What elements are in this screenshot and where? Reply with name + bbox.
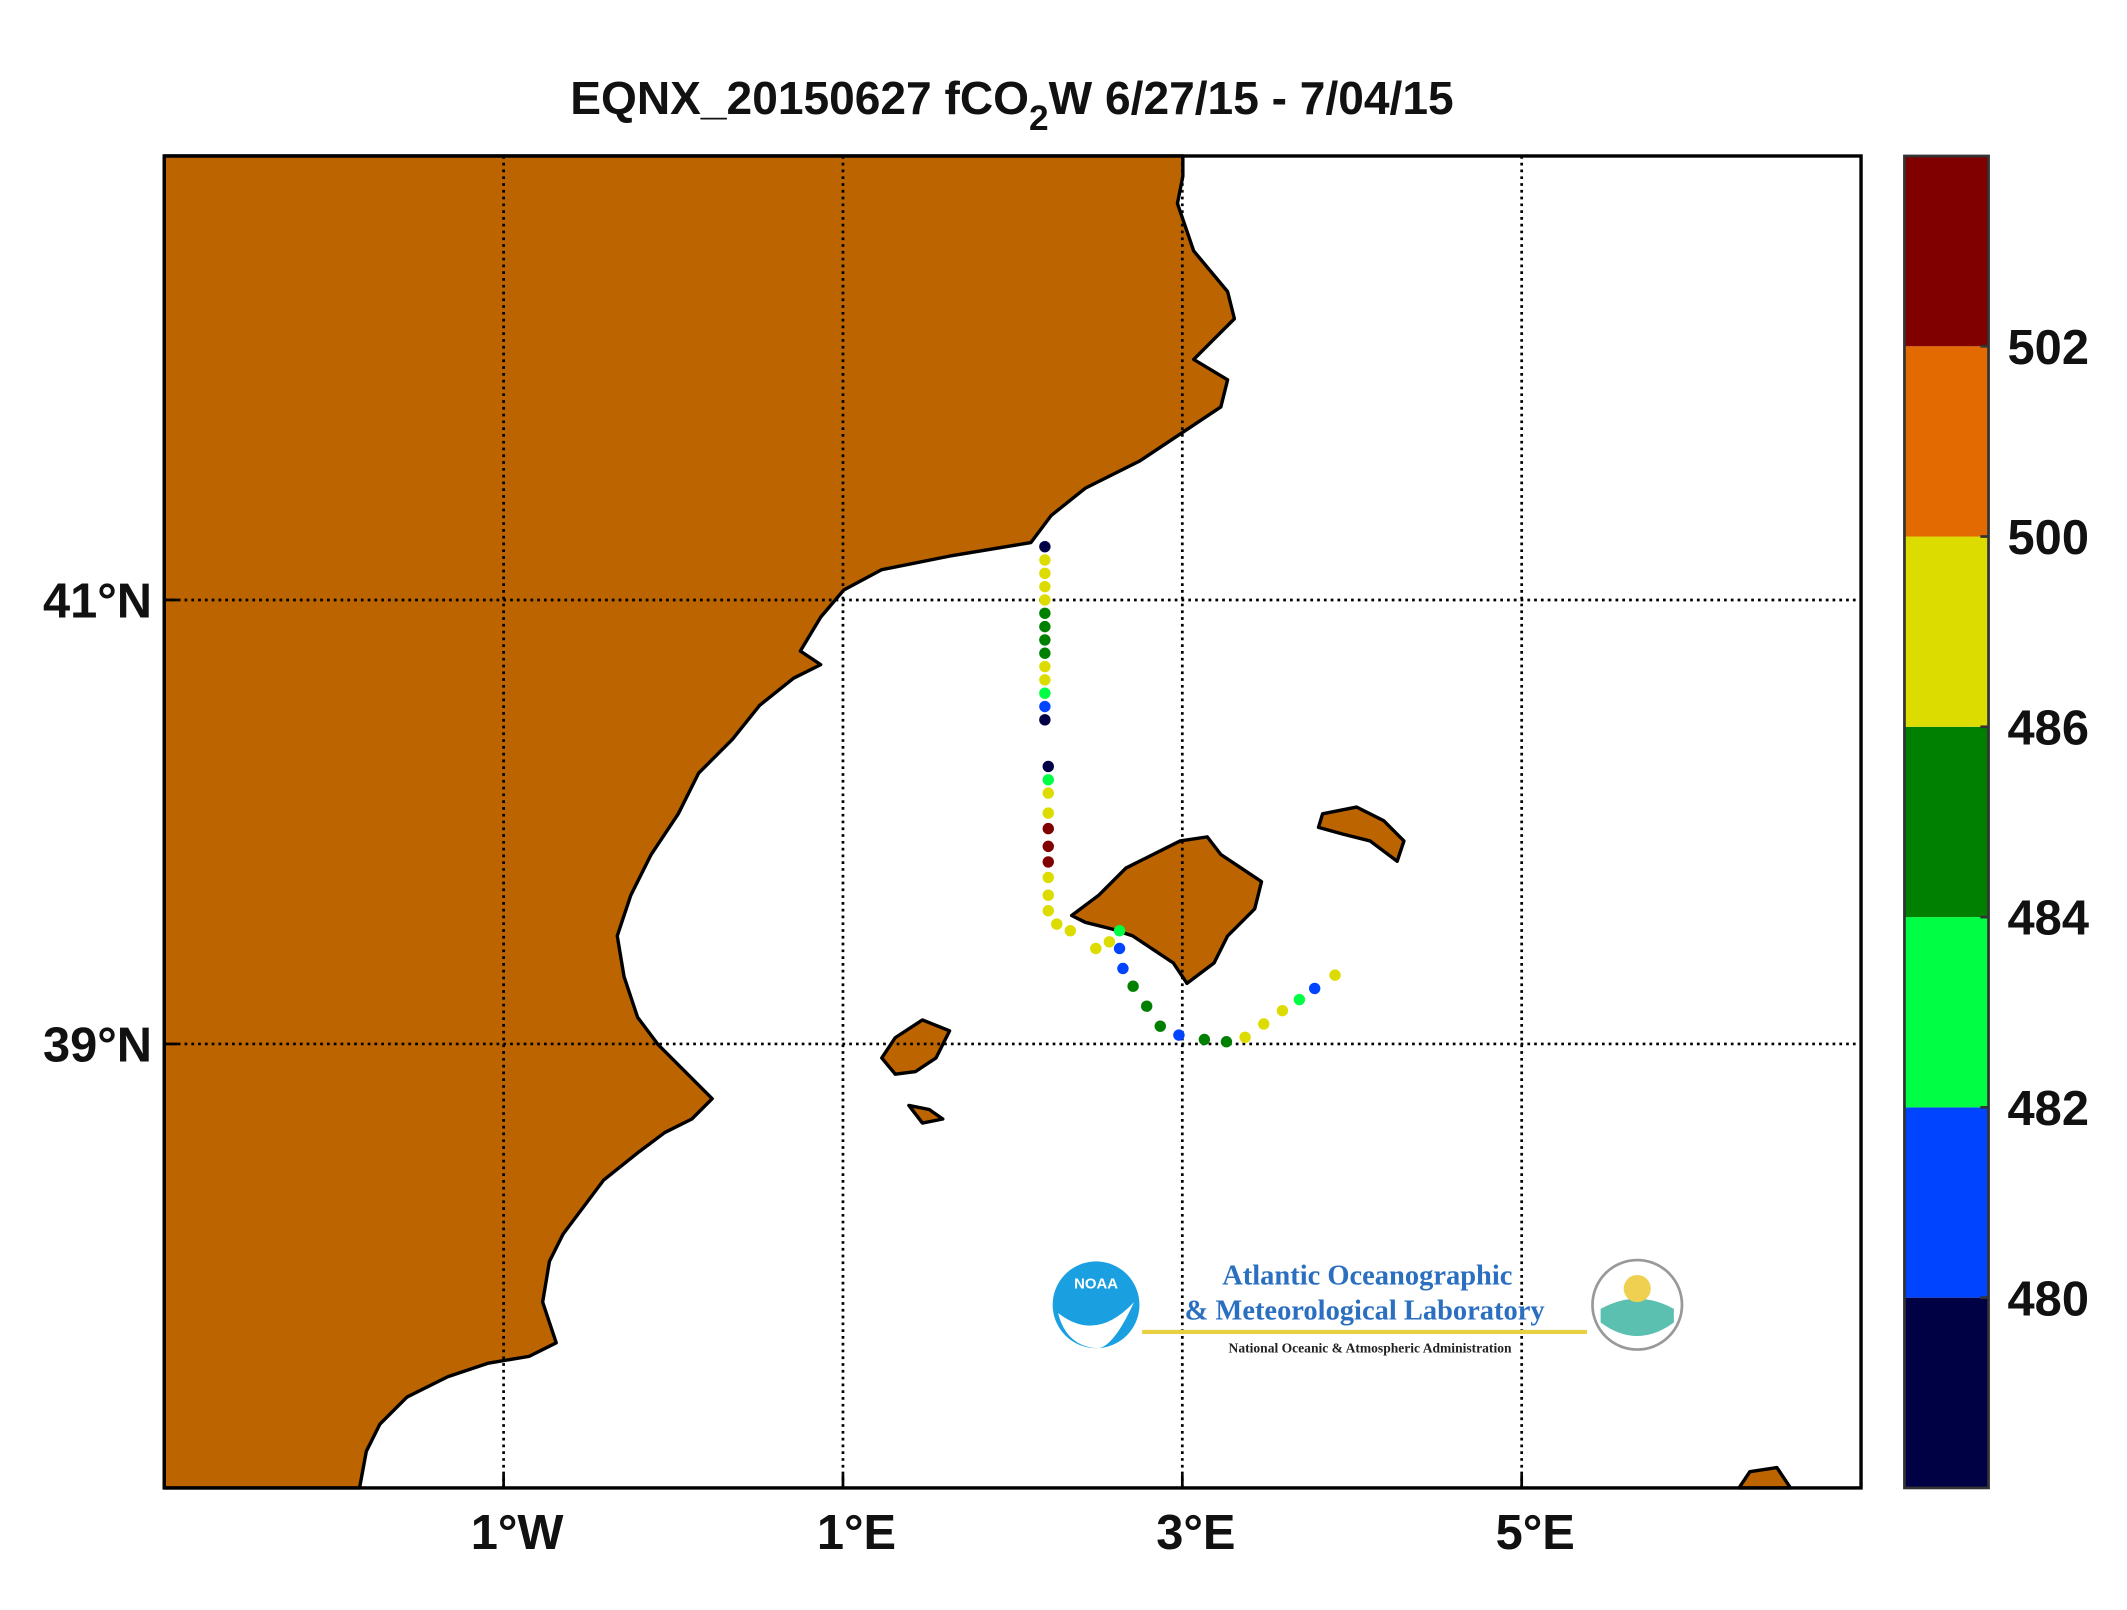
- track: [1039, 540, 1341, 1048]
- track-point: [1042, 840, 1054, 853]
- colorbar-tick-label: 486: [2008, 701, 2089, 755]
- colorbar-tick-label: 500: [2008, 511, 2089, 565]
- track-point: [1042, 787, 1054, 799]
- x-tick-label: 3°E: [1156, 1506, 1235, 1560]
- track-point: [1064, 925, 1077, 937]
- track-point: [1039, 620, 1051, 633]
- logo: NOAA Atlantic Oceanographic & Meteorolog…: [1052, 1258, 1684, 1355]
- track-point: [1042, 760, 1054, 773]
- track-point: [1042, 807, 1054, 819]
- track-point: [1039, 634, 1051, 646]
- track-point: [1140, 1000, 1153, 1012]
- track-point: [1173, 1029, 1185, 1041]
- track-point: [1039, 687, 1051, 699]
- x-tick-label: 5°E: [1496, 1506, 1575, 1560]
- track-point: [1042, 774, 1054, 786]
- track-point: [1220, 1036, 1233, 1048]
- x-tick-label: 1°W: [471, 1506, 565, 1560]
- track-point: [1039, 594, 1051, 606]
- track-point: [1039, 714, 1051, 726]
- track-point: [1113, 925, 1126, 937]
- y-tick-label: 39°N: [43, 1019, 152, 1073]
- title-part: EQNX_20150627 fCO: [570, 72, 1029, 124]
- track-point: [1039, 660, 1051, 673]
- colorbar-tick-label: 482: [2008, 1082, 2089, 1136]
- track-point: [1042, 905, 1054, 917]
- track-point: [1039, 540, 1051, 553]
- track-point: [1042, 822, 1054, 835]
- title-part: W 6/27/15 - 7/04/15: [1049, 72, 1454, 124]
- colorbar-frame: [1903, 154, 1990, 1490]
- noaa-bird: [1058, 1302, 1135, 1349]
- track-point: [1039, 647, 1051, 659]
- colorbar-band: [1904, 1107, 1989, 1298]
- track-point: [1127, 980, 1139, 992]
- track-point: [1113, 942, 1126, 955]
- land: [162, 154, 1793, 1490]
- colorbar-band: [1904, 536, 1989, 727]
- logo-line: Atlantic Oceanographic: [1222, 1260, 1512, 1291]
- track-point: [1103, 936, 1116, 948]
- y-tick-label: 41°N: [43, 575, 152, 629]
- track-point: [1239, 1031, 1251, 1043]
- chart-title: EQNX_20150627 fCO2W 6/27/15 - 7/04/15: [570, 72, 1453, 138]
- track-point: [1117, 962, 1129, 975]
- track-point: [1090, 942, 1102, 955]
- track-point: [1039, 554, 1051, 566]
- track-point: [1276, 1004, 1289, 1017]
- track-point: [1042, 871, 1054, 884]
- track-point: [1042, 889, 1054, 901]
- track-point: [1258, 1018, 1270, 1030]
- formentera: [907, 1103, 945, 1125]
- menorca: [1316, 805, 1406, 863]
- colorbar: 480 482 484 486 500 502: [1903, 154, 2089, 1490]
- colorbar-band: [1904, 1297, 1989, 1488]
- colorbar-band: [1904, 917, 1989, 1108]
- track-point: [1039, 567, 1051, 580]
- track-point: [1039, 607, 1051, 619]
- seal-sun: [1623, 1274, 1651, 1303]
- iberia: [162, 154, 1237, 1490]
- track-point: [1308, 982, 1321, 995]
- grid: [164, 155, 1862, 1488]
- seal-wave: [1600, 1298, 1674, 1337]
- x-tick-label: 1°E: [817, 1506, 896, 1560]
- track-point: [1198, 1033, 1211, 1046]
- track-point: [1051, 918, 1063, 930]
- logo-line: & Meteorological Laboratory: [1185, 1296, 1545, 1327]
- title-subscript: 2: [1029, 99, 1049, 138]
- track-point: [1154, 1020, 1166, 1032]
- colorbar-tick-label: 480: [2008, 1272, 2089, 1326]
- track-point: [1039, 674, 1051, 686]
- noaa-badge-text: NOAA: [1074, 1277, 1118, 1293]
- colorbar-band: [1904, 726, 1989, 918]
- colorbar-band: [1904, 155, 1989, 347]
- track-point: [1042, 856, 1054, 868]
- track-point: [1039, 580, 1051, 593]
- track-point: [1329, 969, 1341, 981]
- logo-line: National Oceanic & Atmospheric Administr…: [1229, 1340, 1512, 1355]
- mallorca: [1069, 835, 1264, 986]
- track-point: [1039, 700, 1051, 713]
- colorbar-band: [1904, 346, 1989, 537]
- colorbar-tick-label: 502: [2008, 321, 2089, 375]
- colorbar-tick-label: 484: [2008, 892, 2089, 946]
- track-point: [1293, 993, 1306, 1006]
- ibiza: [880, 1018, 952, 1076]
- map-frame: [162, 154, 1863, 1490]
